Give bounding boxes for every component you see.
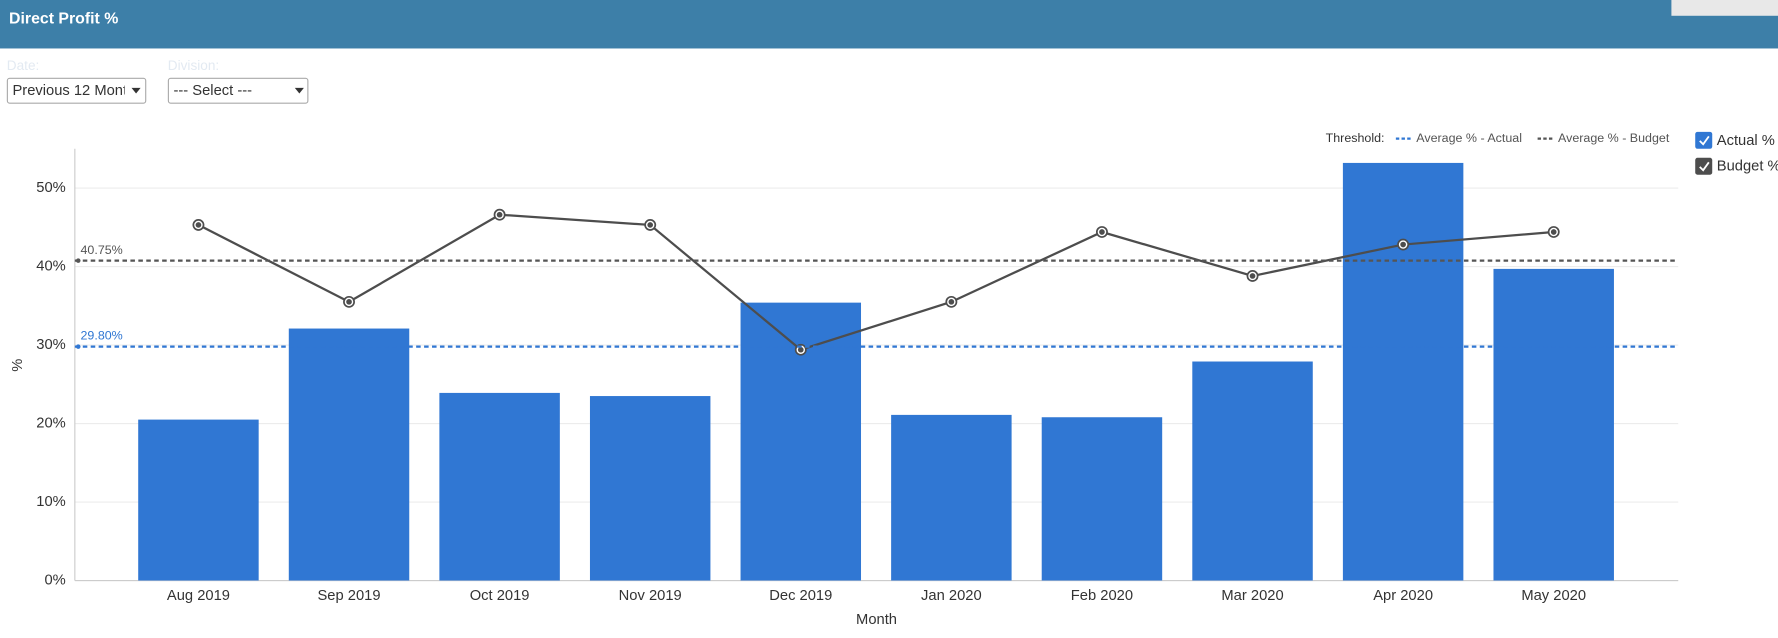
line-point-core [647,222,654,228]
y-tick-label: 20% [36,415,65,431]
y-tick-label: 40% [36,258,65,274]
threshold-legend-label: Average % - Actual [1416,131,1522,145]
y-tick-label: 30% [36,337,65,353]
dropdown-value: Previous 12 Months [12,83,142,99]
dropdown-value: --- Select --- [173,83,252,99]
threshold-legend-label: Average % - Budget [1558,131,1670,145]
bar [1041,417,1163,581]
x-tick-label: Oct 2019 [470,588,530,604]
threshold-label: 40.75% [81,243,123,257]
bar [439,392,560,581]
header-bar [0,0,1778,49]
bar [589,396,711,581]
line-point-core [1550,229,1557,235]
bar [288,328,410,581]
bar [891,414,1012,581]
bar [138,419,259,581]
line-point-core [346,299,352,305]
legend-checkbox[interactable] [1695,157,1713,175]
legend-check [1699,161,1710,172]
line-point-core [948,299,955,305]
legend-checkbox[interactable] [1695,131,1713,149]
line-point-core [797,346,804,353]
threshold-label: 29.80% [81,329,123,343]
line [197,213,1554,352]
bar [1342,162,1464,581]
bar [1493,268,1614,581]
dropdown-arrow [294,87,304,94]
x-tick-label: Aug 2019 [167,588,230,604]
threshold-dot [75,344,81,349]
y-axis-label: % [10,359,26,372]
x-tick-label: May 2020 [1521,588,1586,604]
bar [1192,361,1313,581]
dropdown-arrow [131,87,141,94]
x-tick-label: Feb 2020 [1071,588,1133,604]
line-point-core [1249,273,1256,279]
x-tick-label: Jan 2020 [921,588,982,604]
x-axis-label: Month [856,612,897,628]
x-tick-label: Dec 2019 [769,588,832,604]
filter-label: Division: [168,58,219,73]
x-tick-label: Nov 2019 [619,588,682,604]
dropdown[interactable] [167,77,309,104]
header-title: Direct Profit % [9,10,118,27]
line-point-core [1099,229,1105,235]
legend-label[interactable]: Budget % [1717,159,1778,175]
legend-check [1699,135,1710,146]
x-tick-label: Apr 2020 [1373,588,1433,604]
y-tick-label: 50% [36,180,65,196]
dropdown[interactable] [6,77,147,104]
toolbar[interactable] [1671,0,1778,16]
line-point-core [1400,241,1406,248]
legend-label[interactable]: Actual % [1717,133,1775,149]
line-point-core [496,211,503,218]
x-tick-label: Sep 2019 [317,588,380,604]
y-tick-label: 0% [44,572,65,588]
line-point-core [195,222,202,228]
x-tick-label: Mar 2020 [1221,588,1283,604]
threshold-dot [75,258,81,263]
threshold-title: Threshold: [1326,131,1385,145]
filter-label: Date: [7,58,39,73]
y-tick-label: 10% [36,494,65,510]
